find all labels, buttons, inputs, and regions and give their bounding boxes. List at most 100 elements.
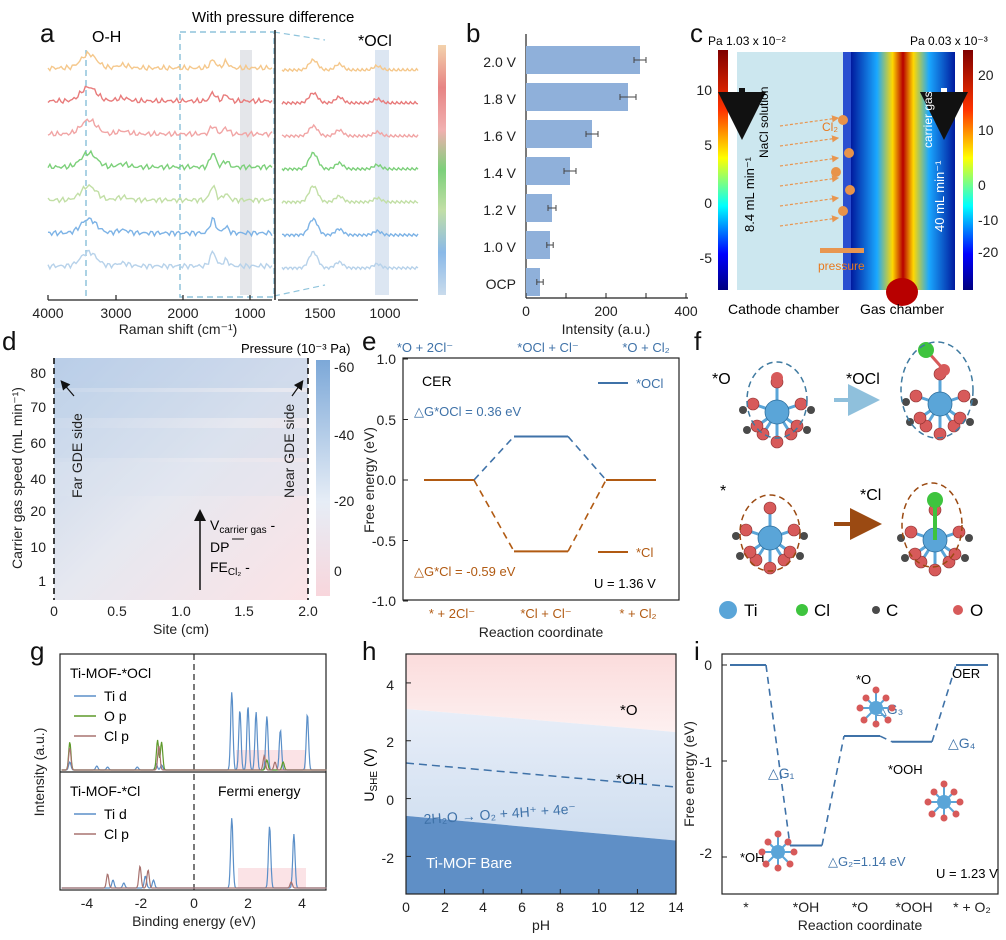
d-xtick-0: 0 [50, 603, 58, 619]
panel-d: d Pressure (10⁻³ Pa) -60 -40 -20 0 80 70… [2, 326, 354, 637]
oer-intermediate-structures [758, 686, 964, 872]
d-xtick-0.5: 0.5 [107, 603, 127, 619]
panel-g: g Ti-MOF-*OCl Ti d O p Cl p Ti-MOF-*Cl T… [30, 636, 327, 929]
d-ytick: 40 [30, 471, 46, 487]
e-dg-cl: △G*Cl = -0.59 eV [414, 564, 516, 579]
f-highlight-o [746, 361, 808, 439]
carbon-atom [736, 552, 744, 560]
g-bottom-title: Ti-MOF-*Cl [70, 783, 140, 799]
b-cat-ocp: OCP [486, 276, 516, 292]
raman-line-1.2V [47, 183, 273, 205]
trend-fe-main: FE [210, 559, 228, 575]
mini-titanium [771, 845, 785, 859]
e-title: CER [422, 373, 452, 389]
e-ytick-m0.5: -0.5 [372, 533, 396, 549]
panel-c-label: c [690, 18, 703, 48]
h-xtick: 12 [629, 899, 645, 915]
pressure-heatmap [54, 358, 308, 600]
e-plot-frame [402, 357, 680, 601]
i-y-label: Free energy (eV) [681, 721, 697, 827]
d-scale-title: Pressure (10⁻³ Pa) [241, 341, 350, 356]
bar-1.8V [526, 83, 628, 111]
d-ytick: 70 [30, 399, 46, 415]
panel-a-label: a [40, 18, 55, 48]
b-tick-400: 400 [674, 303, 698, 319]
bar-OCP [526, 268, 540, 296]
c-right-colorbar [963, 50, 973, 290]
pressure-label: pressure [818, 259, 865, 273]
h-y-label: USHE (V) [361, 748, 380, 801]
oxygen-atom [750, 419, 764, 433]
titanium-atom [927, 391, 953, 417]
a-tick-1500: 1500 [304, 305, 335, 321]
e-bottom-state-2: *Cl + Cl⁻ [520, 606, 571, 621]
c-right-scale-unit: Pa 0.03 x 10⁻³ [910, 34, 988, 48]
h-xtick: 6 [518, 899, 526, 915]
legend-cl: Cl [814, 601, 830, 620]
panel-h: h *O *OH 2H₂O → O₂ + 4H⁺ + 4e⁻ Ti-MOF Ba… [361, 636, 684, 933]
region-bare-fill [406, 815, 676, 894]
panel-e-label: e [362, 326, 376, 356]
carbon-atom [966, 418, 974, 426]
trend-fe: FECl₂ - [210, 559, 250, 578]
g-bottom-leg-cl: Cl p [104, 826, 129, 842]
oxygen-atom [763, 501, 777, 515]
far-gde-label: Far GDE side [69, 413, 85, 498]
solution-flow-rate: 8.4 mL min⁻¹ [742, 156, 757, 232]
d-ytick: 20 [30, 503, 46, 519]
mini-oxygen [790, 848, 798, 856]
i-connector [765, 664, 791, 846]
h-xtick: 4 [479, 899, 487, 915]
carbon-atom [796, 552, 804, 560]
c-right-tick-0: 0 [978, 177, 986, 193]
d-ytick: 10 [30, 539, 46, 555]
raman-band-right [375, 50, 389, 295]
mini-oxygen [884, 716, 892, 724]
e-bottom-state-1: * + 2Cl⁻ [429, 606, 475, 621]
c-left-tick-10: 10 [696, 82, 712, 98]
g-x-label: Binding energy (eV) [132, 913, 256, 929]
g-y-label: Intensity (a.u.) [31, 728, 47, 817]
g-top-leg-cl: Cl p [104, 728, 129, 744]
mini-oxygen [956, 798, 964, 806]
mini-oxygen [862, 694, 870, 702]
c-left-colorbar [718, 50, 728, 290]
i-xcat-2: *O [852, 899, 868, 915]
oxygen-atom [794, 397, 808, 411]
e-connector [567, 435, 607, 481]
carbon-atom [965, 534, 973, 542]
h-plot-frame [405, 653, 677, 895]
f-state-bare: * [720, 483, 726, 500]
c-right-tick-20: 20 [978, 67, 994, 83]
legend-o-dot [953, 605, 963, 615]
c-left-tick-m5: -5 [700, 250, 713, 266]
oxygen-atom [783, 545, 797, 559]
legend-c-dot [872, 606, 880, 614]
trend-v: Vcarrier gas - [210, 517, 275, 536]
raman-zoom-line-2.0V [281, 58, 419, 73]
e-legend-cl: *Cl [636, 545, 653, 560]
a-tick-3000: 3000 [100, 305, 131, 321]
g-top-leg-ti: Ti d [104, 688, 127, 704]
carbon-atom [803, 426, 811, 434]
e-potential: U = 1.36 V [594, 576, 656, 591]
trend-v-main: V [210, 517, 220, 533]
i-xcat-3: *OOH [895, 899, 932, 915]
i-dg1: △G₁ [768, 765, 795, 781]
panel-h-label: h [362, 636, 376, 666]
cl2-label: Cl₂ [822, 120, 838, 134]
mini-oxygen [872, 720, 880, 728]
zoom-line-bottom [273, 284, 326, 297]
bar-chart-b [525, 46, 687, 298]
mini-titanium [869, 701, 883, 715]
h-xtick: 10 [591, 899, 607, 915]
h-xtick: 14 [668, 899, 684, 915]
carbon-atom [800, 532, 808, 540]
d-x-label: Site (cm) [153, 621, 209, 637]
f-state-o: *O [712, 371, 731, 388]
h-ytick-m2: -2 [382, 850, 395, 866]
oxygen-atom [739, 523, 753, 537]
panel-i: i OER U = 1.23 V △G₁ △G₂=1.14 eV △G₃ △G₄… [681, 636, 999, 933]
b-category-labels: 2.0 V 1.8 V 1.6 V 1.4 V 1.2 V 1.0 V OCP [483, 54, 516, 292]
e-legend-ocl: *OCl [636, 376, 664, 391]
